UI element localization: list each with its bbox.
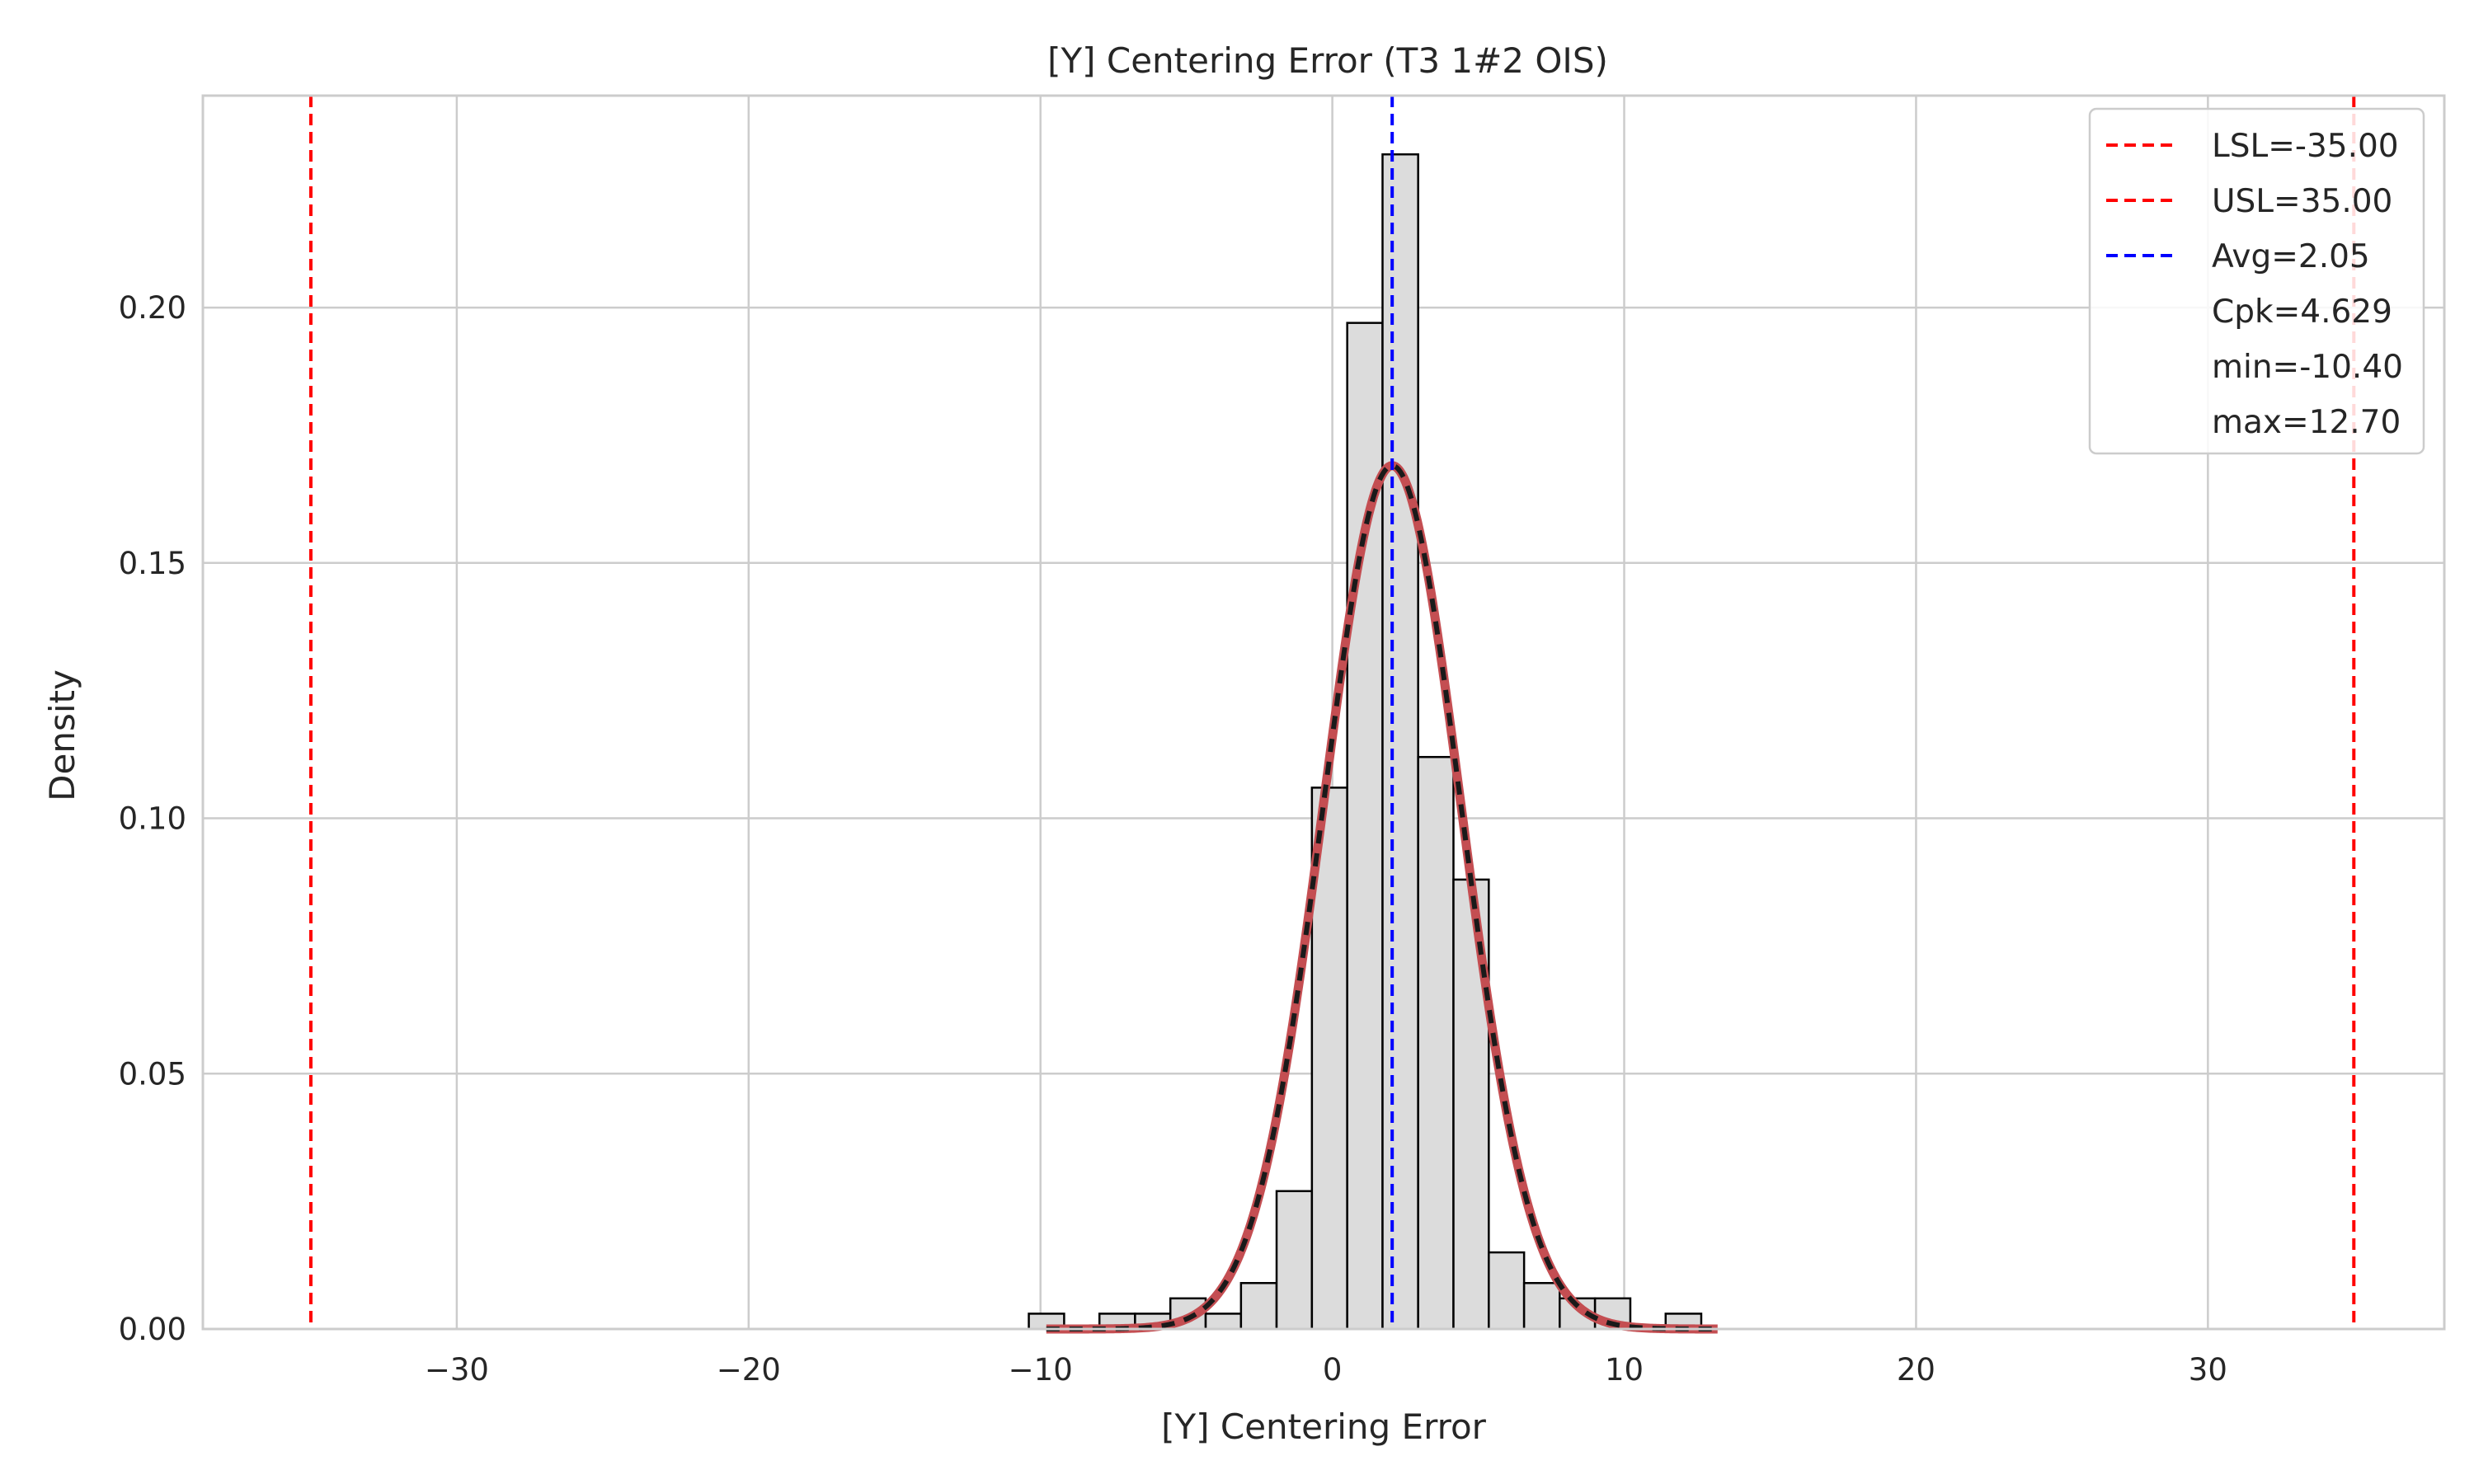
x-tick-label: 30 — [2189, 1352, 2227, 1388]
legend-entry: LSL=-35.00 — [2212, 128, 2399, 165]
histogram-bar — [1275, 1190, 1314, 1331]
x-tick-label: 20 — [1897, 1352, 1935, 1388]
x-axis-ticks: −30 −20 −10 0 10 20 30 — [425, 1352, 2227, 1388]
density-curves — [1043, 461, 1721, 1334]
kde-curve — [1046, 463, 1718, 1331]
x-tick-label: 10 — [1605, 1352, 1644, 1388]
histogram-bar — [1522, 1281, 1561, 1331]
legend: LSL=-35.00 USL=35.00 Avg=2.05 Cpk=4.629 min=… — [2088, 107, 2425, 455]
y-tick-label: 0.15 — [119, 546, 186, 581]
plot-frame — [201, 94, 2446, 1331]
y-axis-ticks: 0.00 0.05 0.10 0.15 0.20 — [119, 290, 186, 1347]
x-tick-label: −30 — [425, 1352, 489, 1388]
histogram-bar — [1239, 1281, 1278, 1331]
legend-stat: Cpk=4.629 — [2212, 294, 2392, 331]
legend-entry: Avg=2.05 — [2212, 238, 2370, 275]
histogram-bar — [1204, 1313, 1243, 1331]
histogram-bar — [1417, 755, 1455, 1331]
x-tick-label: −20 — [717, 1352, 781, 1388]
y-tick-label: 0.00 — [119, 1312, 186, 1347]
legend-entry: USL=35.00 — [2212, 183, 2392, 220]
y-tick-label: 0.20 — [119, 290, 186, 326]
histogram-bar — [1346, 322, 1384, 1331]
legend-stat: max=12.70 — [2212, 404, 2401, 441]
x-tick-label: −10 — [1009, 1352, 1073, 1388]
y-axis-label: Density — [42, 669, 82, 801]
histogram-bars — [1028, 153, 1703, 1331]
legend-stat: min=-10.40 — [2212, 349, 2403, 386]
x-tick-label: 0 — [1323, 1352, 1343, 1388]
histogram-bar — [1488, 1251, 1526, 1331]
histogram-bar — [1381, 153, 1419, 1331]
legend-box — [2088, 107, 2425, 455]
y-tick-label: 0.05 — [119, 1056, 186, 1092]
x-axis-label: [Y] Centering Error — [1161, 1407, 1487, 1447]
y-tick-label: 0.10 — [119, 801, 186, 837]
chart-title: [Y] Centering Error (T3 1#2 OIS) — [1047, 40, 1608, 81]
